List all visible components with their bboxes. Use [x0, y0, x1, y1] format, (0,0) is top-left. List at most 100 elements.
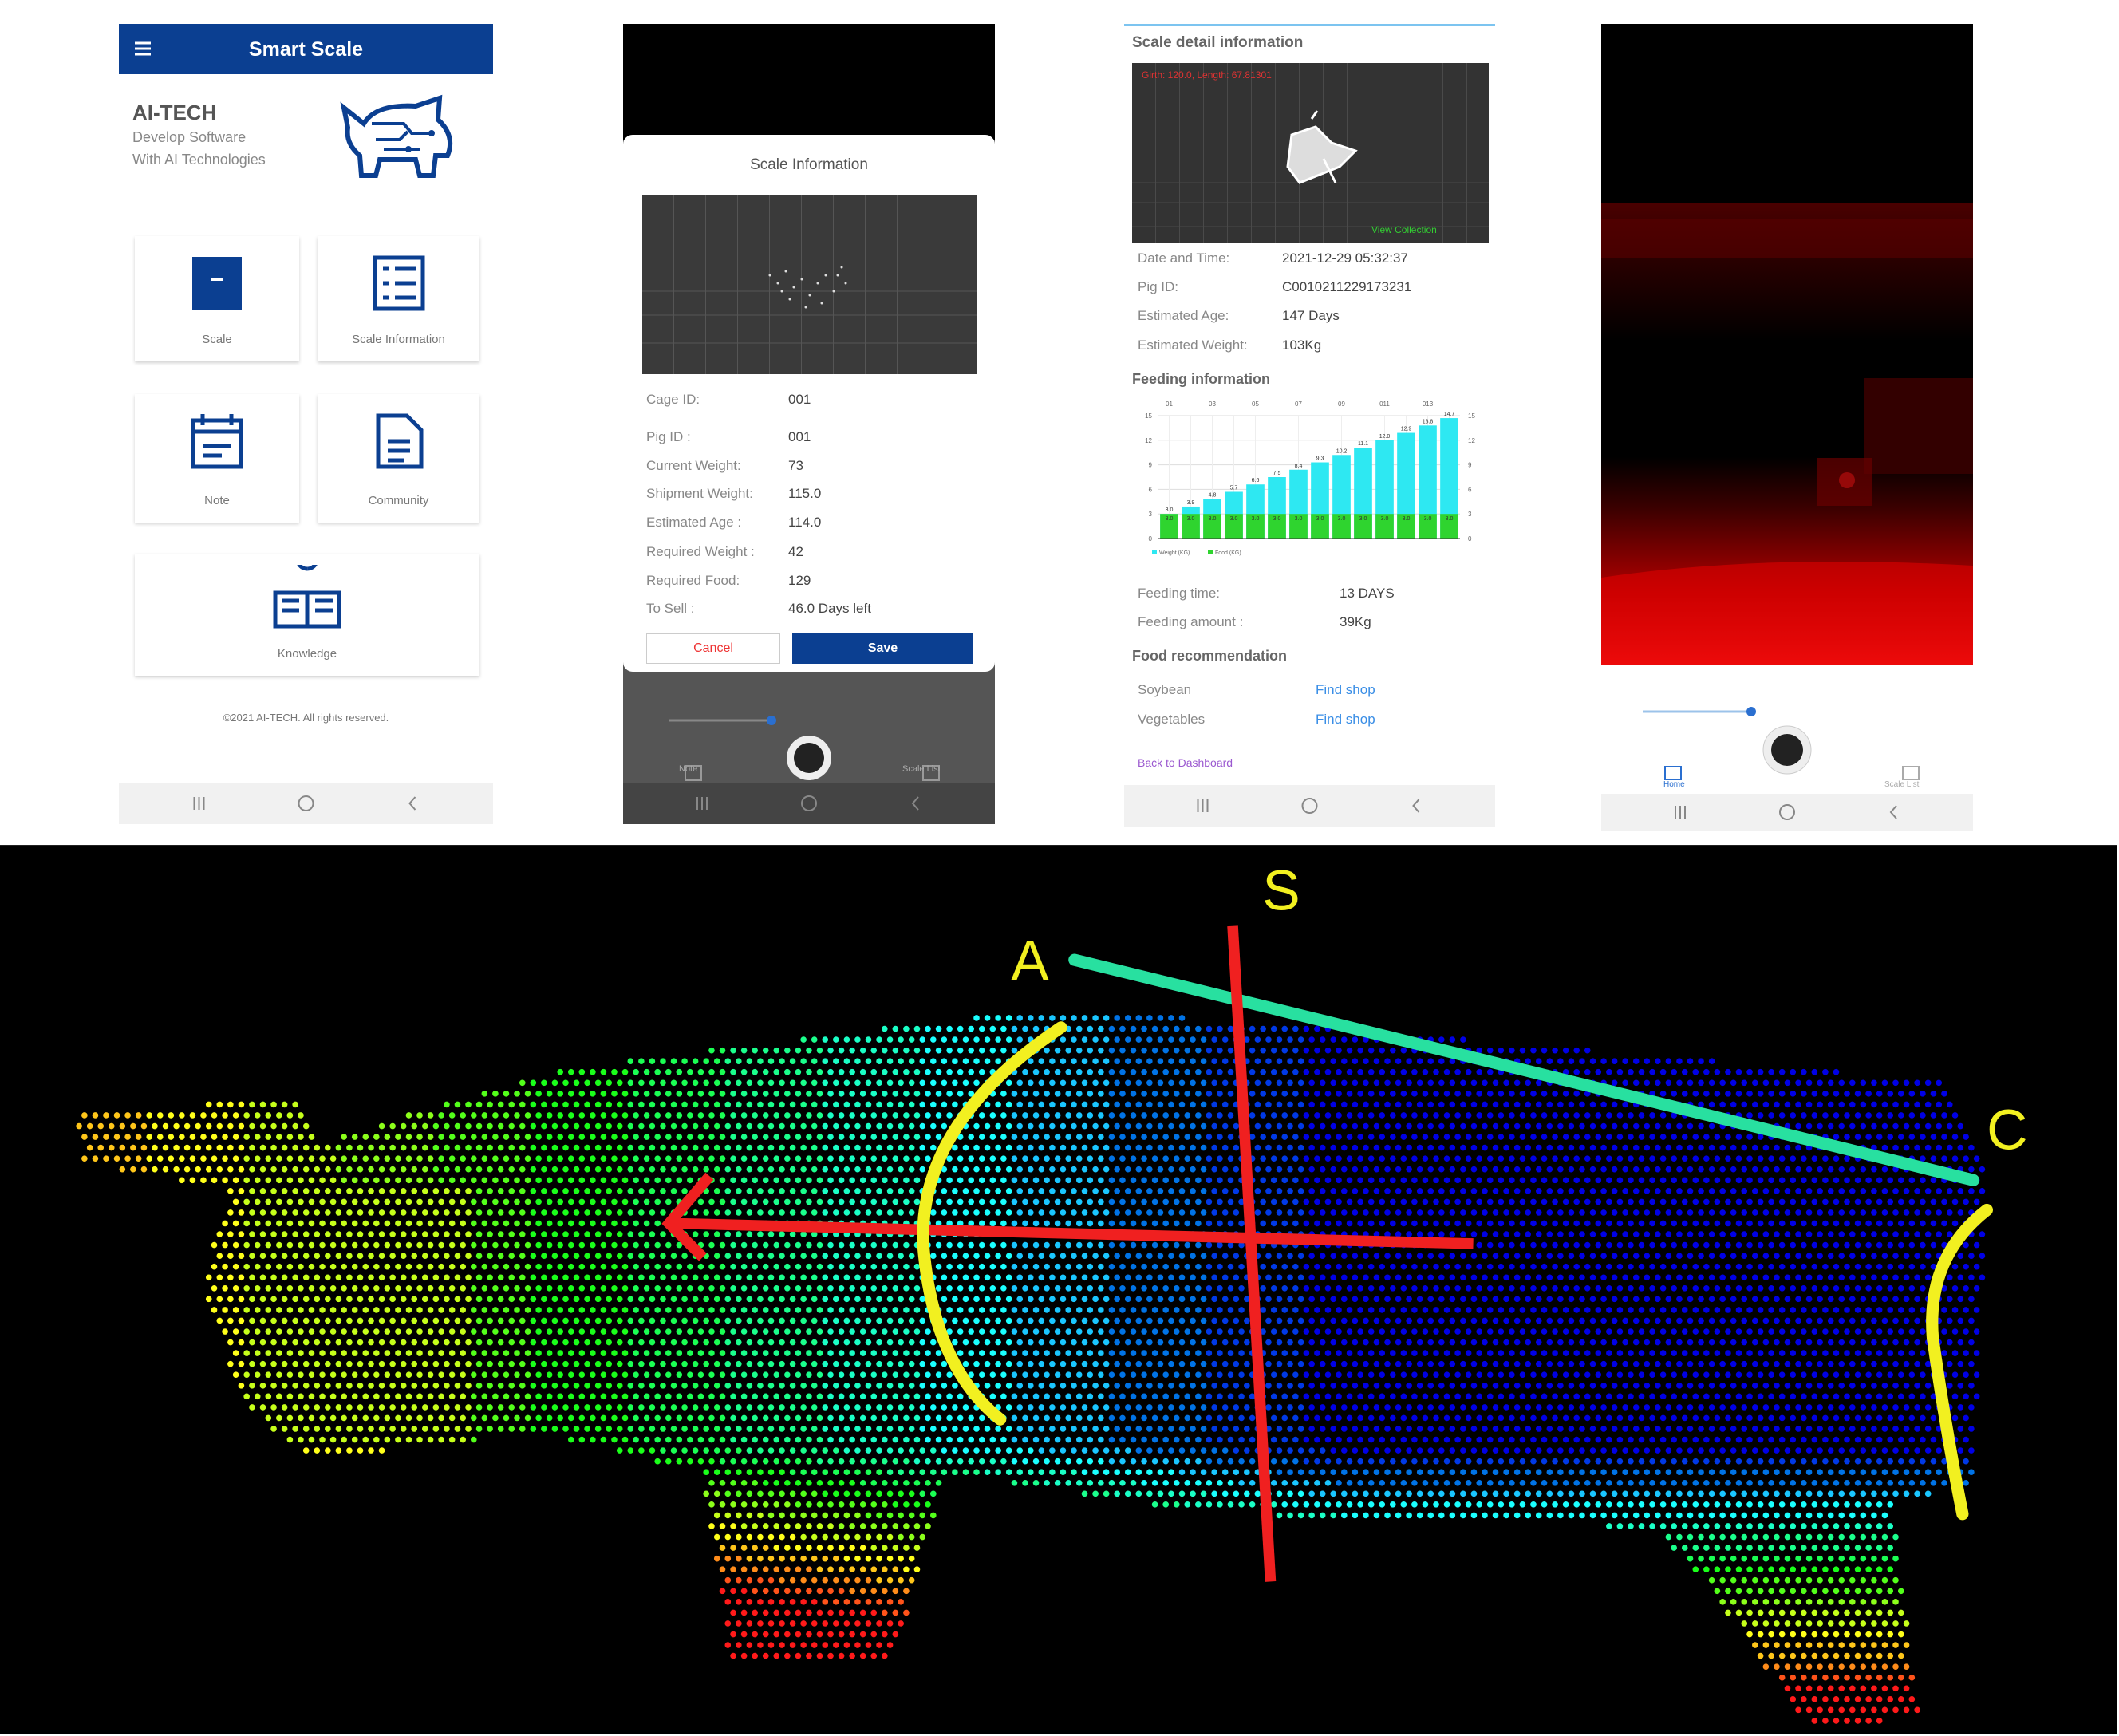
y2-tick-label: 15 — [1468, 412, 1475, 420]
menu-icon — [273, 565, 341, 629]
x-tick-label: 07 — [1295, 400, 1302, 408]
save-button[interactable]: Save — [792, 633, 973, 664]
bar — [1419, 425, 1437, 539]
y-tick-label: 3 — [1149, 511, 1153, 518]
data-label: 11.1 — [1358, 441, 1368, 447]
field-value: C0010211229173231 — [1282, 279, 1412, 294]
point-band — [724, 1576, 1916, 1681]
home-button — [801, 795, 817, 811]
cancel-button[interactable]: Cancel — [646, 633, 780, 664]
tagline: Develop Software — [132, 129, 247, 145]
data-label: 7.5 — [1273, 471, 1281, 476]
y2-tick-label: 9 — [1468, 462, 1472, 469]
data-label: 3.0 — [1295, 516, 1303, 522]
field-label: Feeding amount : — [1138, 614, 1244, 629]
menu-icon — [191, 414, 243, 469]
system-bar — [1124, 785, 1495, 827]
y2-tick-label: 12 — [1468, 437, 1475, 444]
data-label: 12.9 — [1401, 427, 1412, 432]
data-label: 3.0 — [1446, 516, 1454, 522]
data-label: 3.0 — [1403, 516, 1411, 522]
point-band — [335, 1112, 1899, 1605]
view-link[interactable]: View Collection — [1371, 224, 1437, 235]
nav-label[interactable]: Scale List — [1884, 780, 1920, 789]
point-cloud — [642, 266, 977, 344]
y2-tick-label: 3 — [1468, 511, 1472, 518]
system-nav — [1675, 804, 1897, 820]
system-bar — [1601, 794, 1973, 831]
data-label: 3.0 — [1166, 507, 1174, 513]
back-line — [1068, 953, 1980, 1186]
field-value[interactable]: Find shop — [1316, 682, 1375, 697]
tagline: With AI Technologies — [132, 152, 266, 168]
field-label: Date and Time: — [1138, 251, 1230, 266]
icon-shape — [376, 413, 423, 469]
nav-label[interactable]: Home — [1663, 780, 1685, 789]
field-value: 001 — [788, 429, 811, 444]
field-label: Required Food: — [646, 573, 740, 588]
data-label: 5.7 — [1230, 485, 1238, 491]
field-value: 42 — [788, 544, 803, 559]
point-band — [724, 1036, 1899, 1551]
point-band — [146, 1101, 1904, 1638]
back-link[interactable]: Back to Dashboard — [1138, 756, 1233, 769]
field-value: 2021-12-29 05:32:37 — [1282, 251, 1408, 266]
data-label: 10.2 — [1336, 448, 1348, 454]
data-label: 3.0 — [1359, 516, 1367, 522]
recent-button — [696, 797, 708, 810]
system-nav — [193, 795, 416, 811]
camera-preview — [623, 24, 995, 140]
field-label: Soybean — [1138, 682, 1192, 697]
legend-swatch — [1152, 550, 1157, 554]
menu-label[interactable]: Scale — [202, 333, 232, 346]
data-label: 4.8 — [1209, 493, 1217, 499]
arc-c — [1926, 1203, 1993, 1521]
bar — [1225, 514, 1243, 539]
field-value: 129 — [788, 573, 811, 588]
dialog-title: Scale Information — [750, 156, 868, 173]
data-label: 8.4 — [1295, 464, 1303, 469]
camera-top — [1601, 24, 1973, 203]
legend-label: Weight (KG) — [1159, 550, 1190, 556]
menu-label[interactable]: Scale Information — [352, 333, 445, 346]
y2-tick-label: 6 — [1468, 486, 1472, 493]
back-button — [1889, 805, 1897, 819]
x-tick-label: 03 — [1209, 400, 1216, 408]
bar — [1182, 514, 1200, 539]
data-label: 3.0 — [1230, 516, 1238, 522]
camera-controls — [1643, 707, 1920, 780]
point-band — [919, 1015, 1894, 1519]
menu-icon[interactable] — [133, 40, 152, 57]
icon-shape — [192, 257, 242, 310]
back-button — [1412, 799, 1420, 813]
data-label: 3.0 — [1316, 516, 1324, 522]
bar — [1419, 514, 1437, 539]
field-label: Vegetables — [1138, 712, 1206, 727]
field-value[interactable]: Find shop — [1316, 712, 1375, 727]
x-tick-label: 011 — [1379, 400, 1390, 408]
nav-label[interactable]: Scale List — [902, 764, 941, 774]
bar — [1354, 514, 1372, 539]
x-tick-label: 05 — [1252, 400, 1259, 408]
menu-icon — [376, 413, 423, 469]
menu-label[interactable]: Knowledge — [277, 647, 337, 661]
x-tick-label: 01 — [1166, 400, 1173, 408]
footer: ©2021 AI-TECH. All rights reserved. — [223, 712, 389, 724]
camera-controls — [669, 716, 940, 781]
scale-detail-screen: Scale detail information Girth: 120.0, L… — [1124, 24, 1495, 827]
data-label: 3.9 — [1187, 500, 1195, 506]
point-band — [719, 1588, 1920, 1724]
icon-shape — [191, 414, 243, 469]
measure-label: A — [1011, 930, 1049, 993]
menu-label[interactable]: Community — [368, 494, 429, 507]
point-cloud-view — [1132, 63, 1489, 243]
field-value: 001 — [788, 392, 811, 407]
menu-card[interactable] — [135, 394, 299, 523]
y-tick-label: 9 — [1149, 462, 1153, 469]
system-bar — [623, 783, 995, 824]
data-label: 3.0 — [1187, 516, 1195, 522]
bar — [1375, 514, 1394, 539]
section-title: Food recommendation — [1132, 648, 1288, 664]
nav-label[interactable]: Note — [679, 764, 698, 774]
menu-label[interactable]: Note — [204, 494, 230, 507]
